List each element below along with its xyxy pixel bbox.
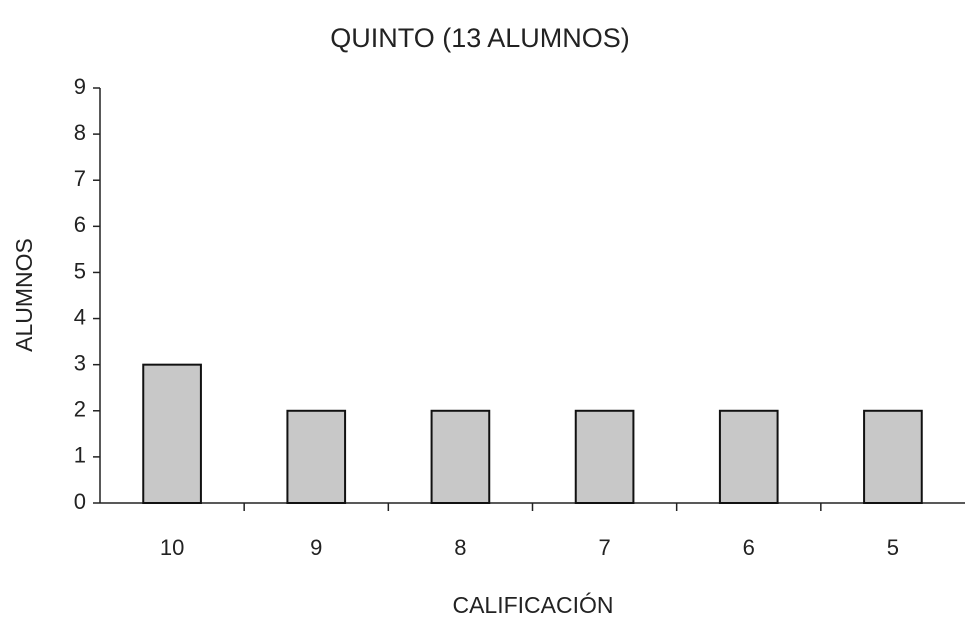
bar (286, 409, 347, 504)
y-tick-label: 8 (74, 120, 86, 145)
bar (574, 409, 635, 504)
bar (430, 409, 491, 504)
y-tick-label: 6 (74, 212, 86, 237)
x-tick-label: 7 (598, 535, 610, 560)
x-tick-label: 9 (310, 535, 322, 560)
y-tick-label: 2 (74, 397, 86, 422)
y-axis-label: ALUMNOS (11, 238, 37, 352)
bar (718, 409, 779, 504)
y-tick-label: 0 (74, 489, 86, 514)
x-tick-label: 6 (743, 535, 755, 560)
y-tick-label: 1 (74, 443, 86, 468)
y-tick-label: 4 (74, 304, 86, 329)
y-tick-label: 9 (74, 74, 86, 99)
x-tick-label: 8 (454, 535, 466, 560)
x-tick-label: 10 (160, 535, 184, 560)
chart-title: QUINTO (13 ALUMNOS) (330, 23, 630, 53)
x-tick-label: 5 (887, 535, 899, 560)
y-tick-label: 5 (74, 258, 86, 283)
x-axis-label: CALIFICACIÓN (452, 592, 613, 618)
y-tick-label: 7 (74, 166, 86, 191)
bar (863, 409, 923, 504)
bar (142, 363, 202, 504)
y-tick-label: 3 (74, 350, 86, 375)
